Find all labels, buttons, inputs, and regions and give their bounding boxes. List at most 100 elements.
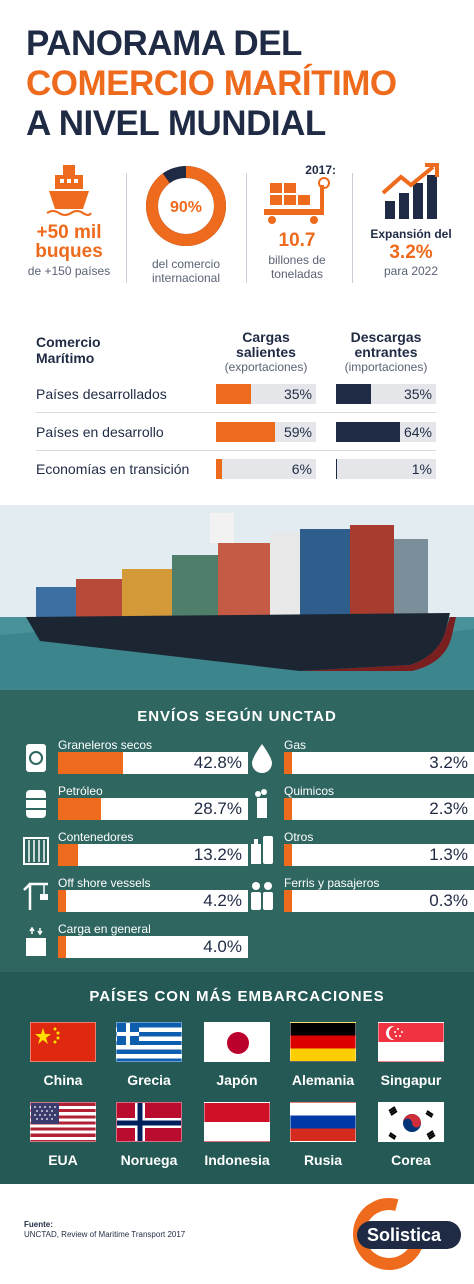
imports-bar-fill <box>336 384 371 404</box>
imports-value: 1% <box>411 461 432 477</box>
exports-bar: 59% <box>216 422 316 442</box>
imports-bar-fill <box>336 459 337 479</box>
row-label: Países desarrollados <box>36 386 167 402</box>
country-singapore: Singapur <box>376 1022 446 1088</box>
japan-flag-icon <box>204 1022 270 1062</box>
page-title: PANORAMA DEL COMERCIO MARÍTIMO A NIVEL M… <box>26 24 397 144</box>
exports-bar: 35% <box>216 384 316 404</box>
shipment-bar-fill <box>58 798 102 820</box>
cargo-ship-icon <box>0 505 474 690</box>
factory-icon <box>255 789 267 818</box>
imports-bar: 35% <box>336 384 436 404</box>
country-germany: Alemania <box>288 1022 358 1088</box>
shipment-value: 13.2% <box>193 845 242 864</box>
singapore-flag-icon <box>378 1022 444 1062</box>
imports-value: 35% <box>403 386 432 402</box>
shipments-title: ENVÍOS SEGÚN UNCTAD <box>137 708 337 725</box>
stats-row: +50 mil buques de +150 países 90% del co… <box>0 163 474 293</box>
exports-value: 6% <box>291 461 312 477</box>
row-label: Países en desarrollo <box>36 424 164 440</box>
country-greece: Grecia <box>114 1022 184 1088</box>
greece-flag-icon <box>116 1022 182 1062</box>
stat-trade-caption: del comercio internacional <box>151 257 221 285</box>
shipment-name: Quimicos <box>284 784 335 798</box>
country-russia: Rusia <box>288 1102 358 1168</box>
shipment-bar-fill <box>58 844 78 866</box>
imports-bar-fill <box>336 422 400 442</box>
column-imports-title: Descargas entrantes <box>350 329 422 360</box>
shipment-value: 4.2% <box>203 891 242 910</box>
country-china: China <box>28 1022 98 1088</box>
divider <box>352 173 353 283</box>
germany-flag-icon <box>290 1022 356 1062</box>
source-label: Fuente: <box>24 1220 53 1229</box>
shipment-name: Ferris y pasajeros <box>284 876 380 890</box>
shipment-name: Otros <box>284 830 314 844</box>
norway-flag-icon <box>116 1102 182 1142</box>
title-line-2: COMERCIO MARÍTIMO <box>26 64 397 103</box>
shipment-value: 3.2% <box>429 753 468 772</box>
drop-icon <box>252 744 272 773</box>
growth-chart-icon <box>381 163 439 219</box>
container-icon <box>23 837 49 865</box>
stat-tons-year: 2017: <box>305 163 336 177</box>
shipment-bar: 1.3% <box>284 844 474 866</box>
indonesia-flag-icon <box>204 1102 270 1142</box>
shipment-item: Off shore vessels 4.2% <box>22 876 248 916</box>
shipment-item: Graneleros secos 42.8% <box>22 738 248 778</box>
shipment-bar: 4.2% <box>58 890 248 912</box>
country-usa: EUA <box>28 1102 98 1168</box>
shipment-bar-fill <box>284 844 292 866</box>
exports-value: 35% <box>283 386 312 402</box>
shipment-bar: 4.0% <box>58 936 248 958</box>
scale-icon <box>264 177 330 224</box>
country-indonesia: Indonesia <box>202 1102 272 1168</box>
shipment-name: Off shore vessels <box>58 876 151 890</box>
shipment-bar-fill <box>58 752 123 774</box>
box-icon <box>26 926 46 956</box>
shipment-value: 28.7% <box>193 799 242 818</box>
barrel-icon <box>26 790 46 818</box>
column-imports-header: Descargas entrantes (importaciones) <box>334 330 438 375</box>
column-exports-header: Cargas salientes (exportaciones) <box>214 330 318 375</box>
column-imports-sub: (importaciones) <box>344 360 428 374</box>
stat-tons: 2017: 10.7 billones de toneladas <box>252 163 342 281</box>
shipment-bar: 28.7% <box>58 798 248 820</box>
solistica-logo: Solistica <box>339 1184 461 1284</box>
shipment-value: 1.3% <box>429 845 468 864</box>
divider <box>246 173 247 283</box>
stat-ships-value: +50 mil buques <box>35 222 103 262</box>
shipment-item: Petróleo 28.7% <box>22 784 248 824</box>
shipment-bar: 3.2% <box>284 752 474 774</box>
shipment-value: 4.0% <box>203 937 242 956</box>
country-name: China <box>43 1072 83 1088</box>
people-icon <box>251 882 273 910</box>
footer: Fuente: UNCTAD, Review of Maritime Trans… <box>0 1184 474 1284</box>
exports-value: 59% <box>283 424 312 440</box>
divider <box>36 450 436 451</box>
logo-text: Solistica <box>367 1225 442 1245</box>
country-name: Grecia <box>127 1072 171 1088</box>
table-row: Economías en transición 6% 1% <box>0 459 474 481</box>
shipment-bar-fill <box>58 890 66 912</box>
shipment-value: 42.8% <box>193 753 242 772</box>
source-text: UNCTAD, Review of Maritime Transport 201… <box>24 1230 186 1239</box>
stat-tons-caption: billones de toneladas <box>268 253 326 281</box>
shipment-name: Contenedores <box>58 830 134 844</box>
country-name: Rusia <box>303 1152 343 1168</box>
shipment-bar: 0.3% <box>284 890 474 912</box>
title-line-3: A NIVEL MUNDIAL <box>26 104 326 143</box>
donut-chart: 90% <box>146 166 226 246</box>
country-korea: Corea <box>376 1102 446 1168</box>
donut-label: 90% <box>170 199 202 216</box>
shipment-bar: 42.8% <box>58 752 248 774</box>
shipment-bar: 13.2% <box>58 844 248 866</box>
shipment-bar-fill <box>284 890 292 912</box>
shipment-bar: 2.3% <box>284 798 474 820</box>
stat-growth: Expansión del 3.2% para 2022 <box>358 163 464 278</box>
sack-icon <box>26 744 46 772</box>
table-row: Países en desarrollo 59% 64% <box>0 422 474 444</box>
shipment-name: Petróleo <box>58 784 103 798</box>
shipment-item: Gas 3.2% <box>248 738 474 778</box>
column-exports-sub: (exportaciones) <box>224 360 308 374</box>
